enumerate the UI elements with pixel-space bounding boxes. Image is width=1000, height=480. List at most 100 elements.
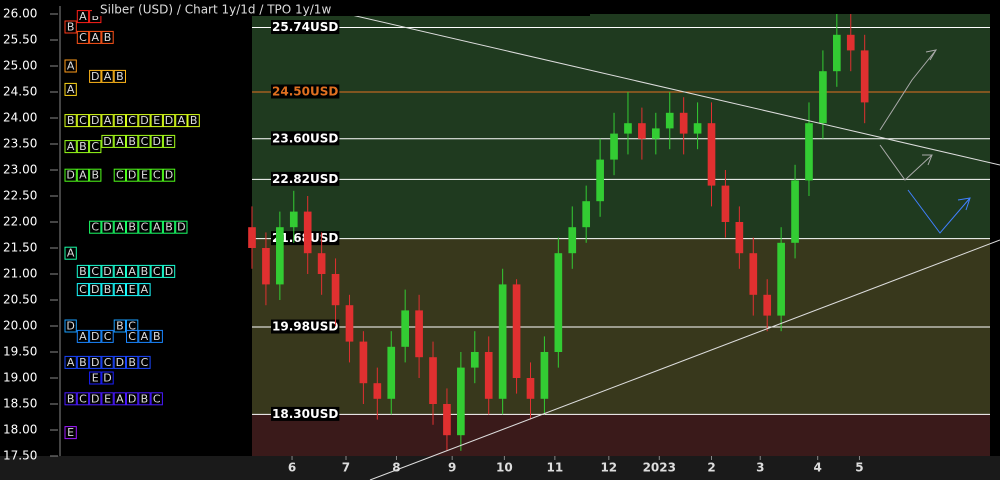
tpo-letter: C: [79, 31, 87, 44]
tpo-letter: B: [79, 140, 87, 153]
x-tick-label: 5: [855, 461, 863, 475]
tpo-cell: [101, 371, 114, 385]
candle-body: [457, 367, 465, 436]
tpo-letter: B: [141, 265, 149, 278]
tpo-cell: [126, 283, 139, 297]
tpo-letter: C: [141, 221, 149, 234]
tpo-letter: B: [79, 356, 87, 369]
tpo-cell: [162, 220, 176, 234]
y-tick-label: 20.00: [3, 319, 37, 333]
x-tick-label: 2023: [643, 461, 676, 475]
tpo-cell: [101, 329, 114, 343]
tpo-letter: C: [104, 356, 112, 369]
level-label-bg: [271, 406, 340, 421]
tpo-letter: C: [79, 283, 87, 296]
tpo-cell: [64, 319, 77, 333]
tpo-cell: [76, 264, 90, 278]
tpo-letter: B: [104, 283, 112, 296]
tpo-letter: B: [79, 265, 87, 278]
level-label: 18.30USD: [272, 407, 338, 421]
tpo-letter: D: [66, 320, 74, 333]
x-tick-label: 12: [600, 461, 617, 475]
tpo-letter: C: [141, 356, 149, 369]
arrow: [879, 49, 937, 131]
level-label-bg: [271, 131, 340, 146]
tpo-letter: D: [165, 114, 173, 127]
candle-body: [860, 50, 869, 103]
tpo-cell: [101, 134, 114, 148]
tpo-letter: C: [104, 330, 112, 343]
y-tick-label: 21.50: [3, 241, 37, 255]
tpo-cell: [162, 114, 176, 128]
candle-body: [526, 378, 535, 399]
tpo-cell: [76, 329, 90, 343]
x-tick-label: 11: [547, 461, 564, 475]
tpo-letter: B: [67, 21, 75, 34]
y-tick-label: 19.50: [3, 345, 37, 359]
candle-body: [359, 341, 368, 384]
candle-body: [596, 159, 604, 202]
tpo-letter: E: [129, 283, 136, 296]
tpo-letter: D: [177, 221, 185, 234]
tpo-cell: [175, 220, 188, 234]
x-tick-label: 7: [342, 461, 350, 475]
tpo-cell: [101, 392, 114, 406]
tpo-cell: [76, 114, 90, 128]
candle-body: [317, 253, 326, 274]
candle-body: [498, 284, 507, 399]
tpo-cell: [64, 20, 77, 34]
tpo-letter: A: [91, 31, 99, 44]
tpo-letter: B: [91, 169, 99, 182]
tpo-cell: [76, 30, 90, 44]
tpo-letter: C: [153, 265, 161, 278]
tpo-cell: [89, 69, 102, 83]
tpo-cell: [64, 114, 77, 128]
candle-body: [248, 227, 256, 248]
tpo-cell: [113, 392, 126, 406]
y-tick-label: 18.00: [3, 423, 37, 437]
level-label-bg: [271, 20, 340, 35]
arrow: [907, 189, 971, 234]
tpo-letter: E: [166, 135, 173, 148]
candle-body: [707, 123, 716, 186]
candle-body: [833, 34, 841, 72]
tpo-letter: A: [104, 70, 112, 83]
tpo-cell: [64, 355, 77, 369]
tpo-cell: [113, 220, 126, 234]
tpo-cell: [162, 134, 176, 148]
tpo-letter: B: [165, 221, 173, 234]
y-tick-label: 18.50: [3, 397, 37, 411]
x-axis-band: [0, 456, 1000, 480]
tpo-cell: [64, 392, 77, 406]
y-tick-label: 20.50: [3, 293, 37, 307]
tpo-cell: [76, 168, 90, 182]
tpo-cell: [101, 264, 114, 278]
tpo-cell: [76, 283, 90, 297]
tpo-letter: C: [128, 114, 136, 127]
level-label: 23.60USD: [272, 131, 338, 145]
y-tick-label: 25.50: [3, 33, 37, 47]
y-tick-label: 17.50: [3, 449, 37, 463]
tpo-cell: [126, 355, 139, 369]
y-tick-label: 24.50: [3, 85, 37, 99]
tpo-letter: C: [91, 221, 99, 234]
tpo-cell: [89, 220, 102, 234]
tpo-cell: [101, 220, 114, 234]
tpo-cell: [162, 168, 176, 182]
tpo-letter: E: [92, 372, 99, 385]
tpo-letter: A: [67, 60, 75, 73]
candle-body: [470, 352, 479, 368]
tpo-cell: [150, 114, 163, 128]
tpo-cell: [101, 283, 114, 297]
tpo-letter: A: [116, 283, 124, 296]
tpo-cell: [89, 140, 102, 154]
candle-body: [693, 123, 702, 134]
tpo-cell: [89, 30, 102, 44]
tpo-cell: [138, 392, 151, 406]
tpo-letter: C: [116, 169, 124, 182]
tpo-letter: D: [140, 114, 148, 127]
candle-body: [484, 352, 493, 399]
candle-body: [735, 222, 744, 254]
tpo-cell: [113, 319, 126, 333]
